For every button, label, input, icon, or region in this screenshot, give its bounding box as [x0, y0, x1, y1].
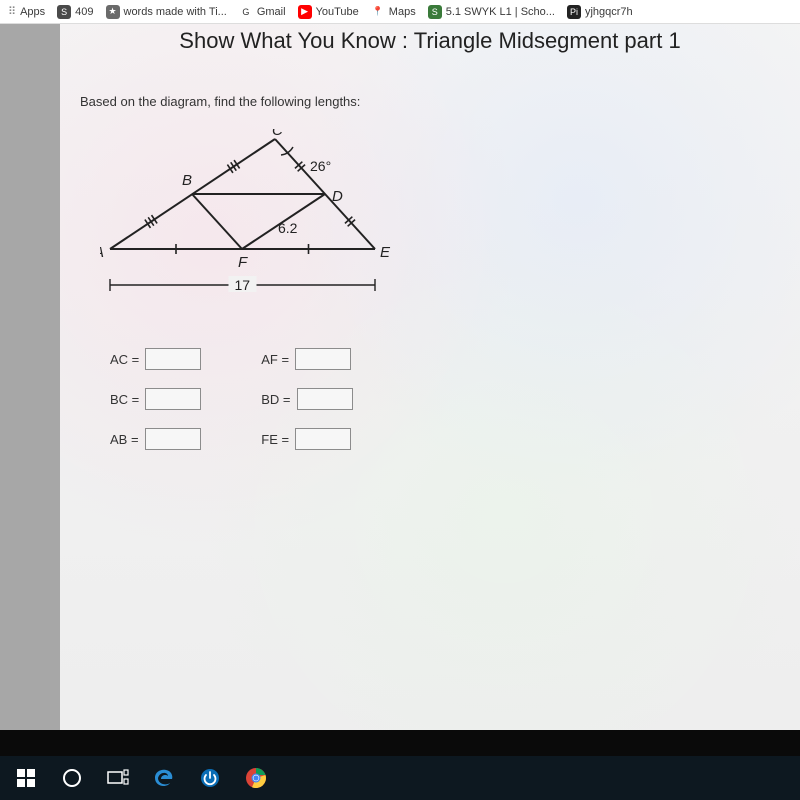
answer-row: AF = [261, 348, 352, 370]
answer-row: AB = [110, 428, 201, 450]
answer-input[interactable] [145, 388, 201, 410]
worksheet-content: Show What You Know : Triangle Midsegment… [60, 24, 800, 730]
windows-taskbar [0, 756, 800, 800]
answer-input[interactable] [297, 388, 353, 410]
bookmark-item-4[interactable]: 📍 Maps [371, 5, 416, 19]
answer-label: BD = [261, 392, 290, 407]
bookmark-favicon: 📍 [371, 5, 385, 19]
answer-input[interactable] [295, 348, 351, 370]
bookmark-label: Maps [389, 6, 416, 18]
bookmark-favicon: ★ [106, 5, 120, 19]
bookmark-label: YouTube [316, 6, 359, 18]
svg-text:F: F [238, 254, 248, 271]
chrome-icon[interactable] [242, 764, 270, 792]
answer-input[interactable] [145, 428, 201, 450]
edge-icon[interactable] [150, 764, 178, 792]
screen-area: Show What You Know : Triangle Midsegment… [0, 24, 800, 730]
answer-row: FE = [261, 428, 352, 450]
triangle-diagram: A C E B D F 26° 6.2 17 [100, 129, 780, 324]
task-view-button[interactable] [104, 764, 132, 792]
answer-label: BC = [110, 392, 139, 407]
bookmark-favicon: Pi [567, 5, 581, 19]
question-prompt: Based on the diagram, find the following… [80, 94, 780, 109]
bookmark-favicon: ▶ [298, 5, 312, 19]
left-sidebar-sliver [0, 24, 60, 730]
answer-row: BD = [261, 388, 352, 410]
apps-shortcut[interactable]: ⠿ Apps [8, 5, 45, 18]
bookmark-favicon: S [428, 5, 442, 19]
svg-text:A: A [100, 244, 104, 261]
answer-input[interactable] [295, 428, 351, 450]
answer-row: AC = [110, 348, 201, 370]
bookmark-favicon: S [57, 5, 71, 19]
svg-text:C: C [272, 129, 283, 139]
apps-grid-icon: ⠿ [8, 5, 16, 18]
answer-row: BC = [110, 388, 201, 410]
svg-text:B: B [182, 172, 192, 189]
svg-text:17: 17 [235, 277, 251, 293]
svg-text:6.2: 6.2 [278, 220, 298, 236]
answer-label: FE = [261, 432, 289, 447]
bookmark-item-5[interactable]: S 5.1 SWYK L1 | Scho... [428, 5, 555, 19]
bookmark-item-0[interactable]: S 409 [57, 5, 93, 19]
answer-grid: AC = BC = AB = AF = BD = FE = [110, 348, 780, 450]
bookmark-label: words made with Ti... [124, 6, 227, 18]
cortana-button[interactable] [58, 764, 86, 792]
svg-text:E: E [380, 244, 391, 261]
svg-text:26°: 26° [310, 158, 331, 174]
bookmark-label: 5.1 SWYK L1 | Scho... [446, 6, 555, 18]
bookmark-item-6[interactable]: Pi yjhgqcr7h [567, 5, 633, 19]
answer-label: AC = [110, 352, 139, 367]
apps-label: Apps [20, 6, 45, 18]
bookmark-item-1[interactable]: ★ words made with Ti... [106, 5, 227, 19]
answer-label: AB = [110, 432, 139, 447]
answer-input[interactable] [145, 348, 201, 370]
bookmark-item-2[interactable]: G Gmail [239, 5, 286, 19]
bookmark-label: yjhgqcr7h [585, 6, 633, 18]
bookmark-label: 409 [75, 6, 93, 18]
monitor-bevel [0, 730, 800, 756]
bookmark-item-3[interactable]: ▶ YouTube [298, 5, 359, 19]
bookmarks-bar: ⠿ Apps S 409 ★ words made with Ti... G Gmail ▶… [0, 0, 800, 24]
answer-label: AF = [261, 352, 289, 367]
page-title: Show What You Know : Triangle Midsegment… [80, 28, 780, 54]
bookmark-label: Gmail [257, 6, 286, 18]
bookmark-favicon: G [239, 5, 253, 19]
start-button[interactable] [12, 764, 40, 792]
svg-text:D: D [332, 188, 343, 205]
power-icon[interactable] [196, 764, 224, 792]
